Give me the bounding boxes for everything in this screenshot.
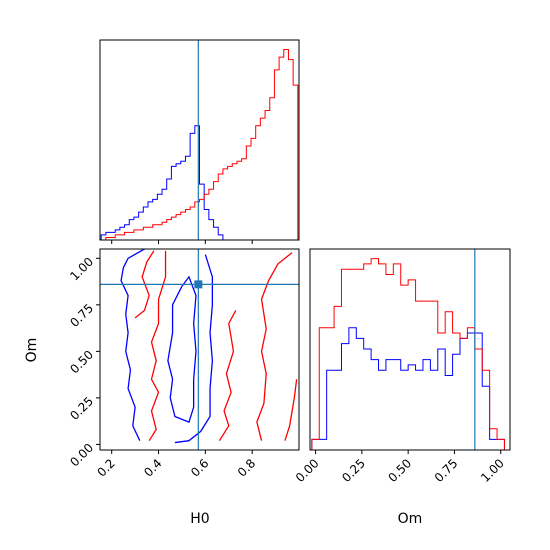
x-tick-label-4: 1.00 [478,456,507,485]
x-tick-label-3: 0.8 [235,456,258,479]
contour-1-3 [218,310,237,442]
x-tick-label-3: 0.75 [432,456,461,485]
contour-1-5 [284,379,298,441]
hist-series-0 [311,327,505,450]
x-axis-label-om: Om [398,511,423,527]
contour-layer [120,249,298,444]
contour-1-2 [256,252,293,441]
hist-series-0 [100,125,298,241]
x-tick-label-2: 0.6 [188,456,211,479]
truth-marker [194,280,203,289]
contour-0-0 [120,249,145,441]
y-tick-label-4: 1.00 [67,255,96,284]
panel-frame [99,248,300,451]
x-tick-label-1: 0.25 [339,456,368,485]
contour-1-0 [134,250,155,319]
x-axis-label-h0: H0 [190,511,209,527]
y-tick-label-0: 0.00 [67,441,96,470]
y-tick-label-2: 0.50 [67,348,96,377]
x-tick-label-0: 0.2 [94,456,117,479]
contour-0-1 [174,254,214,444]
hist-series-1 [311,258,505,450]
h0-marginal-panel [99,39,300,244]
y-tick-label-3: 0.75 [67,301,96,330]
x-tick-label-1: 0.4 [141,456,164,479]
contour-0-2 [167,275,197,423]
contour-1-1 [148,250,167,442]
y-tick-label-1: 0.25 [67,394,96,423]
x-tick-label-0: 0.00 [293,456,322,485]
y-axis-label-om: Om [24,338,40,363]
om-marginal-panel: 0.00 0.25 0.50 0.75 1.00 [293,248,511,485]
h0-om-contour-panel: 0.2 0.4 0.6 0.8 0.00 0.25 0.50 0.75 1.00 [67,248,300,480]
panel-frame [309,248,511,451]
panel-frame [99,39,300,241]
hist-series-1 [101,49,299,241]
x-tick-label-2: 0.50 [385,456,414,485]
